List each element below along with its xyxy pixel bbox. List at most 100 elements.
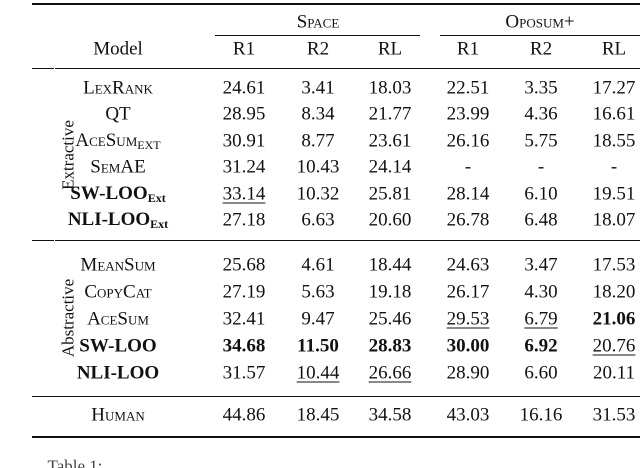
model-text: AceSum — [75, 129, 138, 151]
model-name: Human — [91, 406, 144, 425]
cell: 6.10 — [524, 183, 558, 205]
cell: 30.00 — [446, 335, 490, 357]
cell: 20.60 — [368, 209, 412, 231]
model-name: MeanSum — [80, 256, 155, 275]
cell: 10.44 — [296, 362, 340, 384]
cell: 24.14 — [368, 156, 412, 178]
cell: - — [537, 156, 545, 178]
group-header: Oposum+ — [505, 11, 575, 33]
cell: 23.61 — [368, 130, 412, 152]
header-rule — [32, 68, 640, 69]
cell: 19.51 — [592, 183, 636, 205]
column-header: Model — [93, 38, 143, 60]
cell: 21.77 — [368, 103, 412, 125]
model-text: QT — [105, 103, 131, 125]
model-name: LexRank — [83, 79, 153, 98]
model-text: SW-LOO — [79, 335, 157, 357]
column-header: R2 — [529, 38, 553, 60]
group-header: Space — [296, 11, 340, 33]
caption: Table 1: — [47, 456, 103, 468]
cell: 10.43 — [296, 156, 340, 178]
model-text: Human — [91, 404, 145, 426]
cell: 26.17 — [446, 281, 490, 303]
cell: 11.50 — [297, 335, 339, 357]
cell: 18.20 — [592, 281, 636, 303]
column-header: RL — [377, 38, 403, 60]
section-divider — [54, 68, 55, 396]
column-header: R1 — [232, 38, 256, 60]
model-name: AceSumEXT — [75, 131, 160, 151]
cell: 34.58 — [368, 404, 412, 426]
column-header: RL — [601, 38, 627, 60]
model-text: NLI-LOO — [67, 209, 151, 230]
cell: 20.76 — [592, 335, 636, 357]
group-rule — [215, 35, 420, 36]
model-name: CopyCat — [84, 282, 151, 301]
cell: 18.44 — [368, 254, 412, 276]
cell: 10.32 — [296, 183, 340, 205]
cell: 6.48 — [524, 209, 558, 231]
cell: 8.34 — [301, 103, 335, 125]
cell: 30.91 — [222, 130, 266, 152]
cell: 31.24 — [222, 156, 266, 178]
model-name: QT — [105, 105, 130, 124]
cell: 3.35 — [524, 77, 558, 99]
model-text: SW-LOO — [70, 182, 148, 204]
cell: 18.45 — [296, 404, 340, 426]
cell: 28.90 — [446, 362, 490, 384]
cell: 25.81 — [368, 183, 412, 205]
cell: 25.68 — [222, 254, 266, 276]
cell: 28.83 — [368, 335, 412, 357]
cell: 5.75 — [524, 130, 558, 152]
cell: 17.27 — [592, 77, 636, 99]
cell: 21.06 — [592, 308, 636, 330]
cell: 27.18 — [222, 209, 266, 231]
model-text: MeanSum — [80, 254, 156, 276]
cell: 33.14 — [222, 183, 266, 205]
cell: 6.63 — [301, 209, 335, 231]
cell: 16.61 — [592, 103, 636, 125]
cell: 3.41 — [301, 77, 335, 99]
cell: 26.16 — [446, 130, 490, 152]
cell: 18.03 — [368, 77, 412, 99]
cell: 29.53 — [446, 308, 490, 330]
cell: 24.61 — [222, 77, 266, 99]
section-rule — [32, 396, 640, 397]
cell: 43.03 — [446, 404, 490, 426]
cell: 4.61 — [301, 254, 335, 276]
cell: 8.77 — [301, 130, 335, 152]
cell: 31.53 — [592, 404, 636, 426]
cell: 18.07 — [592, 209, 636, 231]
top-rule — [32, 3, 640, 5]
cell: 6.60 — [524, 362, 558, 384]
cell: 27.19 — [222, 281, 266, 303]
cell: - — [610, 156, 618, 178]
model-name: SW-LOO — [79, 336, 156, 355]
cell: 31.57 — [222, 362, 266, 384]
cell: 20.11 — [592, 362, 636, 384]
model-name: NLI-LOOExt — [68, 210, 168, 230]
model-name: AceSum — [87, 309, 149, 328]
cell: 32.41 — [222, 308, 266, 330]
model-subscript: Ext — [150, 217, 169, 231]
cell: 4.30 — [524, 281, 558, 303]
cell: 3.47 — [524, 254, 558, 276]
cell: 44.86 — [222, 404, 266, 426]
cell: 28.14 — [446, 183, 490, 205]
cell: 26.66 — [368, 362, 412, 384]
cell: 22.51 — [446, 77, 490, 99]
model-text: SemAE — [90, 156, 146, 178]
model-subscript: Ext — [147, 190, 166, 205]
cell: 4.36 — [524, 103, 558, 125]
cell: 18.55 — [592, 130, 636, 152]
cell: 25.46 — [368, 308, 412, 330]
model-name: SemAE — [90, 158, 145, 177]
model-text: CopyCat — [84, 281, 152, 303]
cell: 6.92 — [524, 335, 558, 357]
section-label: Extractive — [58, 120, 78, 190]
cell: 9.47 — [301, 308, 335, 330]
cell: 34.68 — [222, 335, 266, 357]
model-name: SW-LOOExt — [70, 184, 165, 204]
cell: 16.16 — [519, 404, 563, 426]
